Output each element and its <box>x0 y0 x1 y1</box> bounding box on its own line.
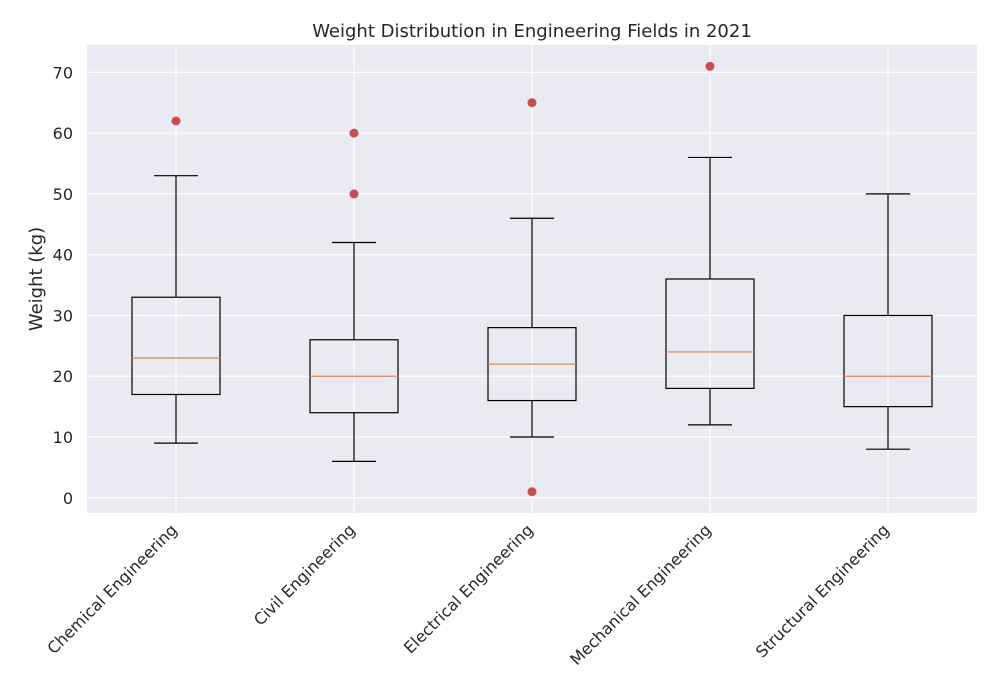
y-tick-label: 30 <box>53 306 73 325</box>
outlier-point <box>705 61 715 71</box>
y-tick-label: 60 <box>53 124 73 143</box>
chart-title: Weight Distribution in Engineering Field… <box>312 21 752 42</box>
box-group <box>131 116 221 444</box>
box-group <box>309 128 399 462</box>
x-tick-label: Electrical Engineering <box>400 520 537 657</box>
outlier-point <box>527 98 537 108</box>
outlier-point <box>527 487 537 497</box>
box-iqr <box>665 278 755 390</box>
x-tick-label: Mechanical Engineering <box>566 520 715 669</box>
box-group <box>843 193 933 450</box>
x-axis-ticks: Chemical Engineering Civil Engineering Ele… <box>43 520 892 669</box>
y-tick-label: 50 <box>53 185 73 204</box>
y-axis-ticks: 0 10 20 30 40 50 60 70 <box>53 63 73 507</box>
y-tick-label: 40 <box>53 246 73 265</box>
outlier-point <box>349 128 359 138</box>
x-tick-label: Structural Engineering <box>752 520 893 661</box>
box-group <box>665 61 755 426</box>
x-tick-label: Civil Engineering <box>250 520 359 629</box>
y-axis-label: Weight (kg) <box>26 227 47 331</box>
box-iqr <box>843 314 933 408</box>
y-tick-label: 0 <box>63 489 73 508</box>
boxes <box>131 61 933 497</box>
box-iqr <box>131 296 221 396</box>
outlier-point <box>171 116 181 126</box>
box-group <box>487 98 577 497</box>
y-tick-label: 20 <box>53 367 73 386</box>
x-tick-label: Chemical Engineering <box>43 520 180 657</box>
outlier-point <box>349 189 359 199</box>
y-tick-label: 70 <box>53 63 73 82</box>
y-tick-label: 10 <box>53 428 73 447</box>
